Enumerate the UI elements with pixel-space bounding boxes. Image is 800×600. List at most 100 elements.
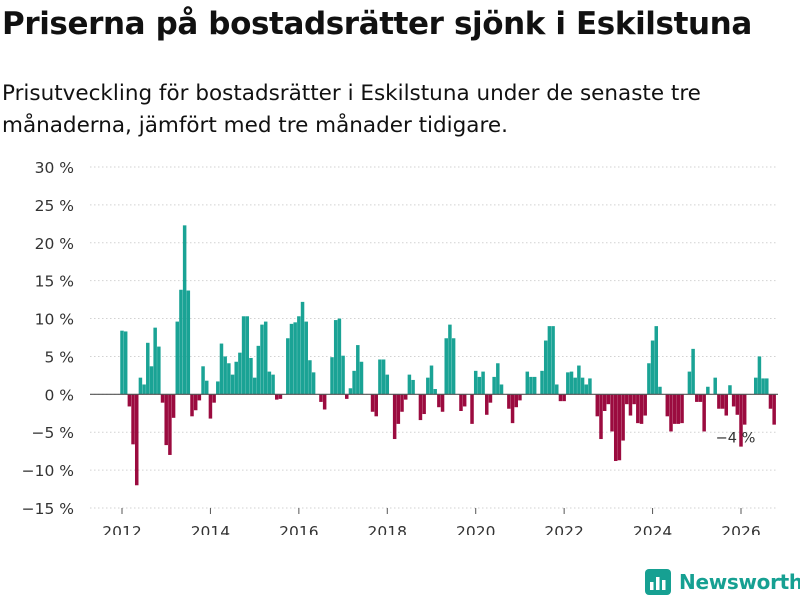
bar xyxy=(348,388,353,395)
bar xyxy=(691,348,695,395)
bar xyxy=(448,324,452,395)
bar xyxy=(204,380,209,395)
bar xyxy=(182,225,187,395)
bar xyxy=(451,338,456,395)
bar xyxy=(186,290,191,395)
bar xyxy=(179,289,183,395)
chart-subtitle: Prisutveckling för bostadsrätter i Eskil… xyxy=(2,81,701,138)
bar xyxy=(706,386,710,395)
bar xyxy=(153,327,157,395)
bar xyxy=(643,394,647,416)
bar xyxy=(669,394,673,432)
x-tick-label: 2018 xyxy=(368,523,407,535)
bar xyxy=(352,370,356,395)
bar xyxy=(256,345,261,395)
bar xyxy=(632,394,636,405)
bar xyxy=(263,321,268,395)
bar xyxy=(485,394,489,415)
bar xyxy=(543,340,548,395)
bar xyxy=(602,394,607,411)
bar xyxy=(252,377,257,395)
bar xyxy=(761,378,765,395)
bar xyxy=(230,374,235,395)
bar xyxy=(555,384,559,395)
y-tick-label: 10 % xyxy=(35,311,74,329)
x-tick-label: 2022 xyxy=(544,523,583,535)
x-tick-label: 2026 xyxy=(721,523,760,535)
bar xyxy=(289,323,294,395)
bar xyxy=(396,394,401,424)
bar xyxy=(488,394,493,403)
newsworthy-brand[interactable]: Newsworthy xyxy=(644,566,800,598)
bar xyxy=(540,370,544,395)
bar xyxy=(411,379,415,395)
bar xyxy=(308,360,312,395)
bar xyxy=(359,361,364,395)
bar xyxy=(610,394,614,432)
bar xyxy=(374,394,378,417)
bar xyxy=(577,365,581,395)
bar xyxy=(337,318,342,395)
bar xyxy=(698,394,703,402)
bar xyxy=(625,394,629,405)
bar xyxy=(223,356,227,395)
bar xyxy=(426,377,430,395)
bar xyxy=(171,394,176,418)
bar xyxy=(286,338,290,395)
bar xyxy=(739,394,743,447)
bar xyxy=(462,394,467,407)
bar xyxy=(433,389,437,395)
bar xyxy=(422,394,426,415)
bar xyxy=(525,371,530,395)
bar xyxy=(569,371,574,395)
bar xyxy=(595,394,600,417)
bar xyxy=(695,394,699,402)
bar xyxy=(580,377,585,395)
brand-name: Newsworthy xyxy=(679,570,800,594)
y-tick-label: 0 % xyxy=(44,386,74,404)
bar xyxy=(341,355,345,395)
bar xyxy=(278,394,283,399)
bar xyxy=(146,342,150,395)
bar xyxy=(713,377,717,395)
bar xyxy=(724,394,729,416)
bar xyxy=(731,394,736,407)
bar xyxy=(370,394,375,412)
bar xyxy=(588,378,592,395)
bar xyxy=(142,384,146,395)
bar xyxy=(621,394,625,441)
bar xyxy=(617,394,622,461)
bar xyxy=(636,394,640,424)
bar xyxy=(149,366,154,395)
bar xyxy=(473,370,478,395)
bar xyxy=(127,394,132,407)
bar xyxy=(234,361,238,395)
bar xyxy=(131,394,135,445)
bar xyxy=(547,326,552,395)
bar xyxy=(650,340,655,395)
x-tick-label: 2016 xyxy=(279,523,318,535)
bar xyxy=(507,394,511,409)
bar xyxy=(720,394,725,409)
y-tick-label: 25 % xyxy=(35,197,74,215)
bar xyxy=(639,394,644,424)
bar xyxy=(190,394,194,417)
bar xyxy=(120,330,124,395)
bar xyxy=(440,394,445,412)
price-change-bar-chart: −15 % −10 % −5 % 0 % 5 % 10 % 15 % 20 % 25 % 30 %… xyxy=(22,159,778,535)
bar xyxy=(757,356,762,395)
bar xyxy=(496,363,500,395)
bar xyxy=(138,377,143,395)
y-tick-label: −15 % xyxy=(22,500,74,518)
bar xyxy=(676,394,681,424)
bar xyxy=(481,371,485,395)
bar xyxy=(753,377,758,395)
bar xyxy=(304,321,308,395)
bar xyxy=(613,394,618,462)
bar xyxy=(562,394,566,402)
bar xyxy=(573,377,577,395)
bar xyxy=(241,316,246,395)
newsworthy-logo-icon xyxy=(645,569,671,595)
bar xyxy=(219,343,224,395)
bar xyxy=(403,394,408,400)
